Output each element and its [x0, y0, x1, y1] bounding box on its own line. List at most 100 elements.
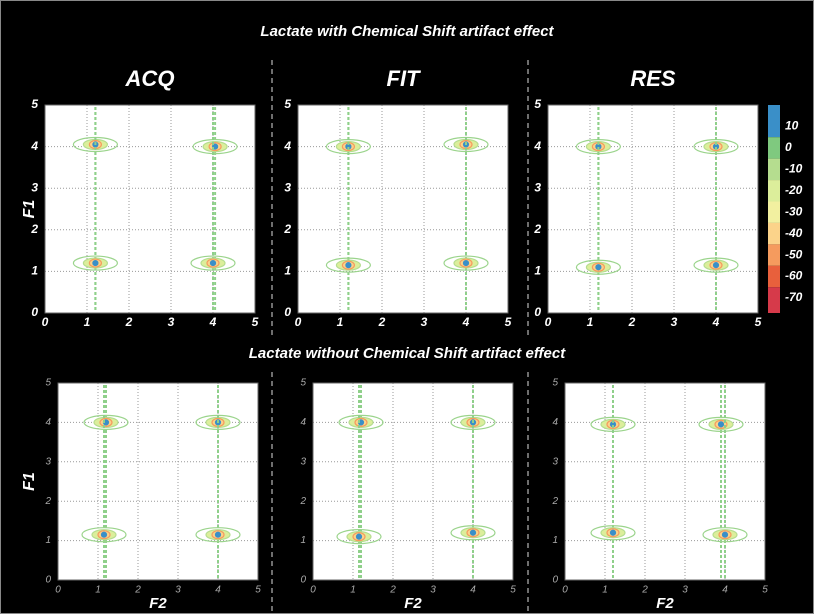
section-title: Lactate with Chemical Shift artifact eff…	[260, 23, 554, 40]
contour-peak	[209, 259, 217, 267]
contour-peak	[338, 414, 384, 430]
y-tick-label: 4	[552, 417, 558, 428]
y-tick-label: 1	[31, 264, 38, 278]
plot-area	[548, 105, 758, 313]
x-tick-label: 2	[628, 315, 636, 329]
y-tick-label: 4	[30, 139, 38, 153]
x-tick-label: 0	[545, 315, 552, 329]
contour-peak	[325, 257, 371, 273]
y-tick-label: 3	[284, 180, 291, 194]
contour-peak	[345, 262, 352, 269]
x-tick-label: 4	[712, 315, 720, 329]
colorbar-band	[768, 158, 780, 181]
x-tick-label: 4	[209, 315, 217, 329]
x-tick-label: 3	[682, 585, 688, 596]
x-tick-label: 5	[762, 585, 768, 596]
colorbar-band	[768, 265, 780, 288]
contour-peak	[590, 525, 636, 541]
panel-title: RES	[630, 66, 676, 91]
colorbar-label: -60	[785, 269, 803, 283]
contour-peak	[195, 527, 241, 543]
y-tick-label: 0	[534, 305, 541, 319]
x-tick-label: 1	[587, 315, 594, 329]
plot-border	[57, 382, 259, 581]
section-title: Lactate without Chemical Shift artifact …	[249, 345, 566, 362]
x-tick-label: 2	[378, 315, 386, 329]
y-tick-label: 2	[551, 496, 558, 507]
contour-peak	[712, 262, 720, 269]
x-tick-label: 5	[252, 315, 259, 329]
y-tick-label: 2	[299, 496, 306, 507]
plot-area	[313, 383, 513, 580]
panel-title: ACQ	[125, 66, 175, 91]
x-tick-label: 5	[505, 315, 512, 329]
x-tick-label: 1	[350, 585, 356, 596]
x-tick-label: 1	[84, 315, 91, 329]
plot-area	[298, 105, 508, 313]
contour-peak	[462, 259, 470, 267]
x-tick-label: 3	[671, 315, 678, 329]
plot-border	[297, 104, 509, 314]
contour-peak	[83, 414, 129, 430]
y-tick-label: 0	[300, 575, 306, 586]
x-tick-label: 3	[421, 315, 428, 329]
y-tick-label: 4	[45, 417, 51, 428]
plot-area	[58, 383, 258, 580]
contour-peak	[575, 259, 622, 275]
y-tick-label: 2	[30, 222, 38, 236]
contour-peak	[469, 529, 477, 536]
x-tick-label: 5	[755, 315, 762, 329]
y-tick-label: 5	[31, 97, 38, 111]
plot-area	[565, 383, 765, 580]
y-tick-label: 3	[300, 456, 306, 467]
x-tick-label: 0	[562, 585, 568, 596]
contour-peak	[721, 531, 729, 538]
y-tick-label: 5	[300, 378, 306, 389]
x-tick-label: 3	[175, 585, 181, 596]
x-tick-label: 4	[215, 585, 221, 596]
x-axis-label: F2	[404, 595, 422, 612]
x-tick-label: 3	[168, 315, 175, 329]
x-tick-label: 0	[310, 585, 316, 596]
contour-peak	[336, 529, 382, 545]
x-tick-label: 0	[295, 315, 302, 329]
x-tick-label: 2	[125, 315, 133, 329]
colorbar-band	[768, 180, 780, 202]
contour-peak	[100, 531, 108, 538]
colorbar-label: 10	[785, 119, 799, 133]
y-tick-label: 4	[283, 139, 291, 153]
y-tick-label: 2	[533, 222, 541, 236]
plot-area	[45, 105, 255, 313]
colorbar-band	[768, 137, 780, 159]
contour-peak	[355, 533, 363, 540]
plot-border	[547, 104, 759, 314]
y-tick-label: 3	[534, 180, 541, 194]
colorbar-label: 0	[785, 140, 792, 154]
y-tick-label: 5	[534, 97, 541, 111]
y-tick-label: 0	[552, 575, 558, 586]
x-tick-label: 2	[641, 585, 648, 596]
colorbar-band	[768, 105, 780, 138]
x-tick-label: 2	[389, 585, 396, 596]
x-tick-label: 0	[55, 585, 61, 596]
y-axis-label: F1	[21, 200, 38, 219]
contour-peak	[609, 529, 617, 536]
plot-border	[44, 104, 256, 314]
x-axis-label: F2	[656, 595, 674, 612]
y-tick-label: 4	[300, 417, 306, 428]
x-tick-label: 4	[722, 585, 728, 596]
x-tick-label: 3	[430, 585, 436, 596]
x-tick-label: 4	[470, 585, 476, 596]
y-tick-label: 0	[31, 305, 38, 319]
y-tick-label: 5	[45, 378, 51, 389]
colorbar-label: -40	[785, 226, 803, 240]
contour-peak	[214, 531, 222, 538]
contour-peak	[443, 255, 489, 271]
y-tick-label: 1	[552, 535, 558, 546]
x-tick-label: 5	[255, 585, 261, 596]
contour-peak	[698, 416, 744, 432]
x-tick-label: 5	[510, 585, 516, 596]
y-tick-label: 0	[45, 575, 51, 586]
colorbar-label: -50	[785, 247, 803, 261]
